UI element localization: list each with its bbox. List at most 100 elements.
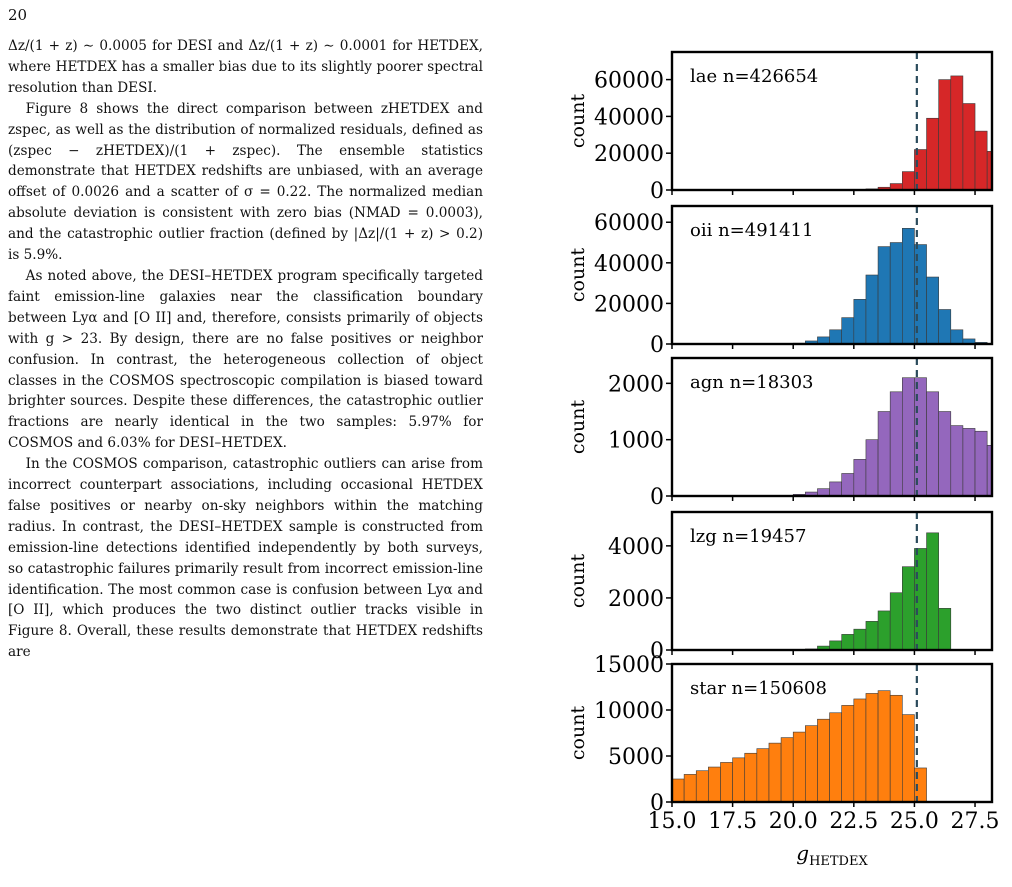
y-tick-label: 15000	[594, 653, 664, 678]
y-tick-label: 20000	[594, 292, 664, 317]
histogram-bar	[780, 737, 794, 803]
y-tick-label: 10000	[594, 699, 664, 724]
histogram-bar	[671, 778, 685, 803]
histogram-bar	[938, 608, 952, 651]
y-tick-label: 0	[650, 179, 664, 204]
histogram-bar	[732, 757, 746, 803]
paragraph: Figure 8 shows the direct comparison bet…	[8, 100, 483, 264]
histogram-bar	[974, 430, 988, 497]
x-tick-label: 15.0	[648, 809, 697, 834]
x-axis-label: gHETDEX	[796, 841, 868, 869]
histogram-bar	[792, 731, 806, 803]
panel-label: lae n=426654	[690, 66, 818, 87]
histogram-bar	[841, 634, 855, 651]
paragraph: Δz/(1 + z) ∼ 0.0005 for DESI and Δz/(1 +…	[8, 38, 483, 96]
histogram-bar	[950, 329, 964, 345]
histogram-bar	[926, 532, 939, 651]
histogram-bar	[829, 481, 842, 497]
histogram-bar	[877, 411, 891, 497]
y-tick-label: 40000	[594, 105, 664, 130]
histogram-bar	[756, 748, 770, 803]
histogram-bar	[926, 391, 939, 497]
y-tick-label: 0	[650, 639, 664, 664]
histogram-bar	[926, 117, 939, 191]
histogram-bar	[962, 103, 976, 191]
histogram-bar	[841, 317, 855, 345]
y-axis-label: count	[567, 706, 589, 761]
y-tick-label: 0	[650, 791, 664, 816]
y-tick-label: 1000	[608, 429, 664, 454]
histogram-bar	[841, 473, 855, 497]
histogram-bar	[829, 329, 842, 345]
histogram-bar	[805, 725, 818, 803]
histogram-bar	[708, 766, 721, 803]
histogram-bar	[720, 762, 733, 803]
histogram-bar	[877, 246, 891, 345]
histogram-bar	[902, 566, 915, 651]
panel-frame	[670, 50, 994, 192]
x-tick-label: 27.5	[951, 809, 1000, 834]
y-tick-label: 2000	[608, 372, 664, 397]
y-axis-label: count	[567, 248, 589, 303]
histogram-bar	[695, 770, 709, 803]
panel-label: oii n=491411	[690, 220, 813, 241]
panel-frame	[670, 662, 994, 804]
histogram-bar	[744, 752, 758, 803]
histogram-bar	[902, 714, 915, 803]
y-tick-label: 4000	[608, 535, 664, 560]
y-tick-label: 60000	[594, 211, 664, 236]
histogram-bar	[974, 130, 988, 191]
x-tick-label: 17.5	[708, 809, 757, 834]
paragraph: In the COSMOS comparison, catastrophic o…	[8, 456, 483, 661]
y-axis-label: count	[567, 554, 589, 609]
histogram-bar	[865, 439, 879, 497]
y-tick-label: 20000	[594, 142, 664, 167]
histogram-bar	[950, 75, 964, 191]
histogram-bar	[889, 592, 903, 651]
histogram-bar	[829, 640, 842, 651]
histogram-bar	[938, 309, 952, 345]
y-tick-label: 0	[650, 333, 664, 358]
histogram-bar	[926, 276, 939, 345]
histogram-bar	[853, 299, 867, 345]
x-tick-label: 20.0	[769, 809, 818, 834]
histogram-bar	[865, 693, 879, 803]
histogram-bar	[853, 459, 867, 497]
histogram-bar	[914, 149, 927, 191]
histogram-bar	[889, 694, 903, 803]
y-tick-label: 5000	[608, 745, 664, 770]
y-tick-label: 40000	[594, 252, 664, 277]
histogram-bar	[889, 391, 903, 497]
histogram-bar	[950, 425, 964, 497]
y-axis-label: count	[567, 94, 589, 149]
histogram-bar	[841, 705, 855, 803]
histogram-bar	[902, 171, 915, 191]
histogram-bar	[962, 428, 976, 497]
histogram-bar	[683, 774, 697, 803]
histogram-bar	[877, 690, 891, 803]
histogram-bar	[889, 242, 903, 345]
histogram-bar	[865, 621, 879, 651]
histogram-bar	[938, 79, 952, 191]
y-tick-label: 60000	[594, 69, 664, 94]
y-tick-label: 0	[650, 485, 664, 510]
panel-label: star n=150608	[690, 678, 827, 699]
y-tick-label: 2000	[608, 587, 664, 612]
y-axis-label: count	[567, 400, 589, 455]
page-number: 20	[8, 6, 28, 24]
panel-frame	[670, 204, 994, 346]
histogram-bar	[817, 718, 830, 803]
panel-frame	[670, 510, 994, 652]
panel-label: lzg n=19457	[690, 526, 806, 547]
histogram-bar	[902, 228, 915, 345]
histogram-bar	[768, 742, 782, 803]
histogram-bar	[865, 274, 879, 345]
histogram-bar	[853, 698, 867, 803]
histogram-bar	[853, 628, 867, 651]
paragraph: As noted above, the DESI–HETDEX program …	[8, 267, 483, 452]
panel-frame	[670, 356, 994, 498]
x-tick-label: 25.0	[890, 809, 939, 834]
body-text: Δz/(1 + z) ∼ 0.0005 for DESI and Δz/(1 +…	[8, 36, 483, 663]
histogram-bar	[829, 712, 842, 803]
